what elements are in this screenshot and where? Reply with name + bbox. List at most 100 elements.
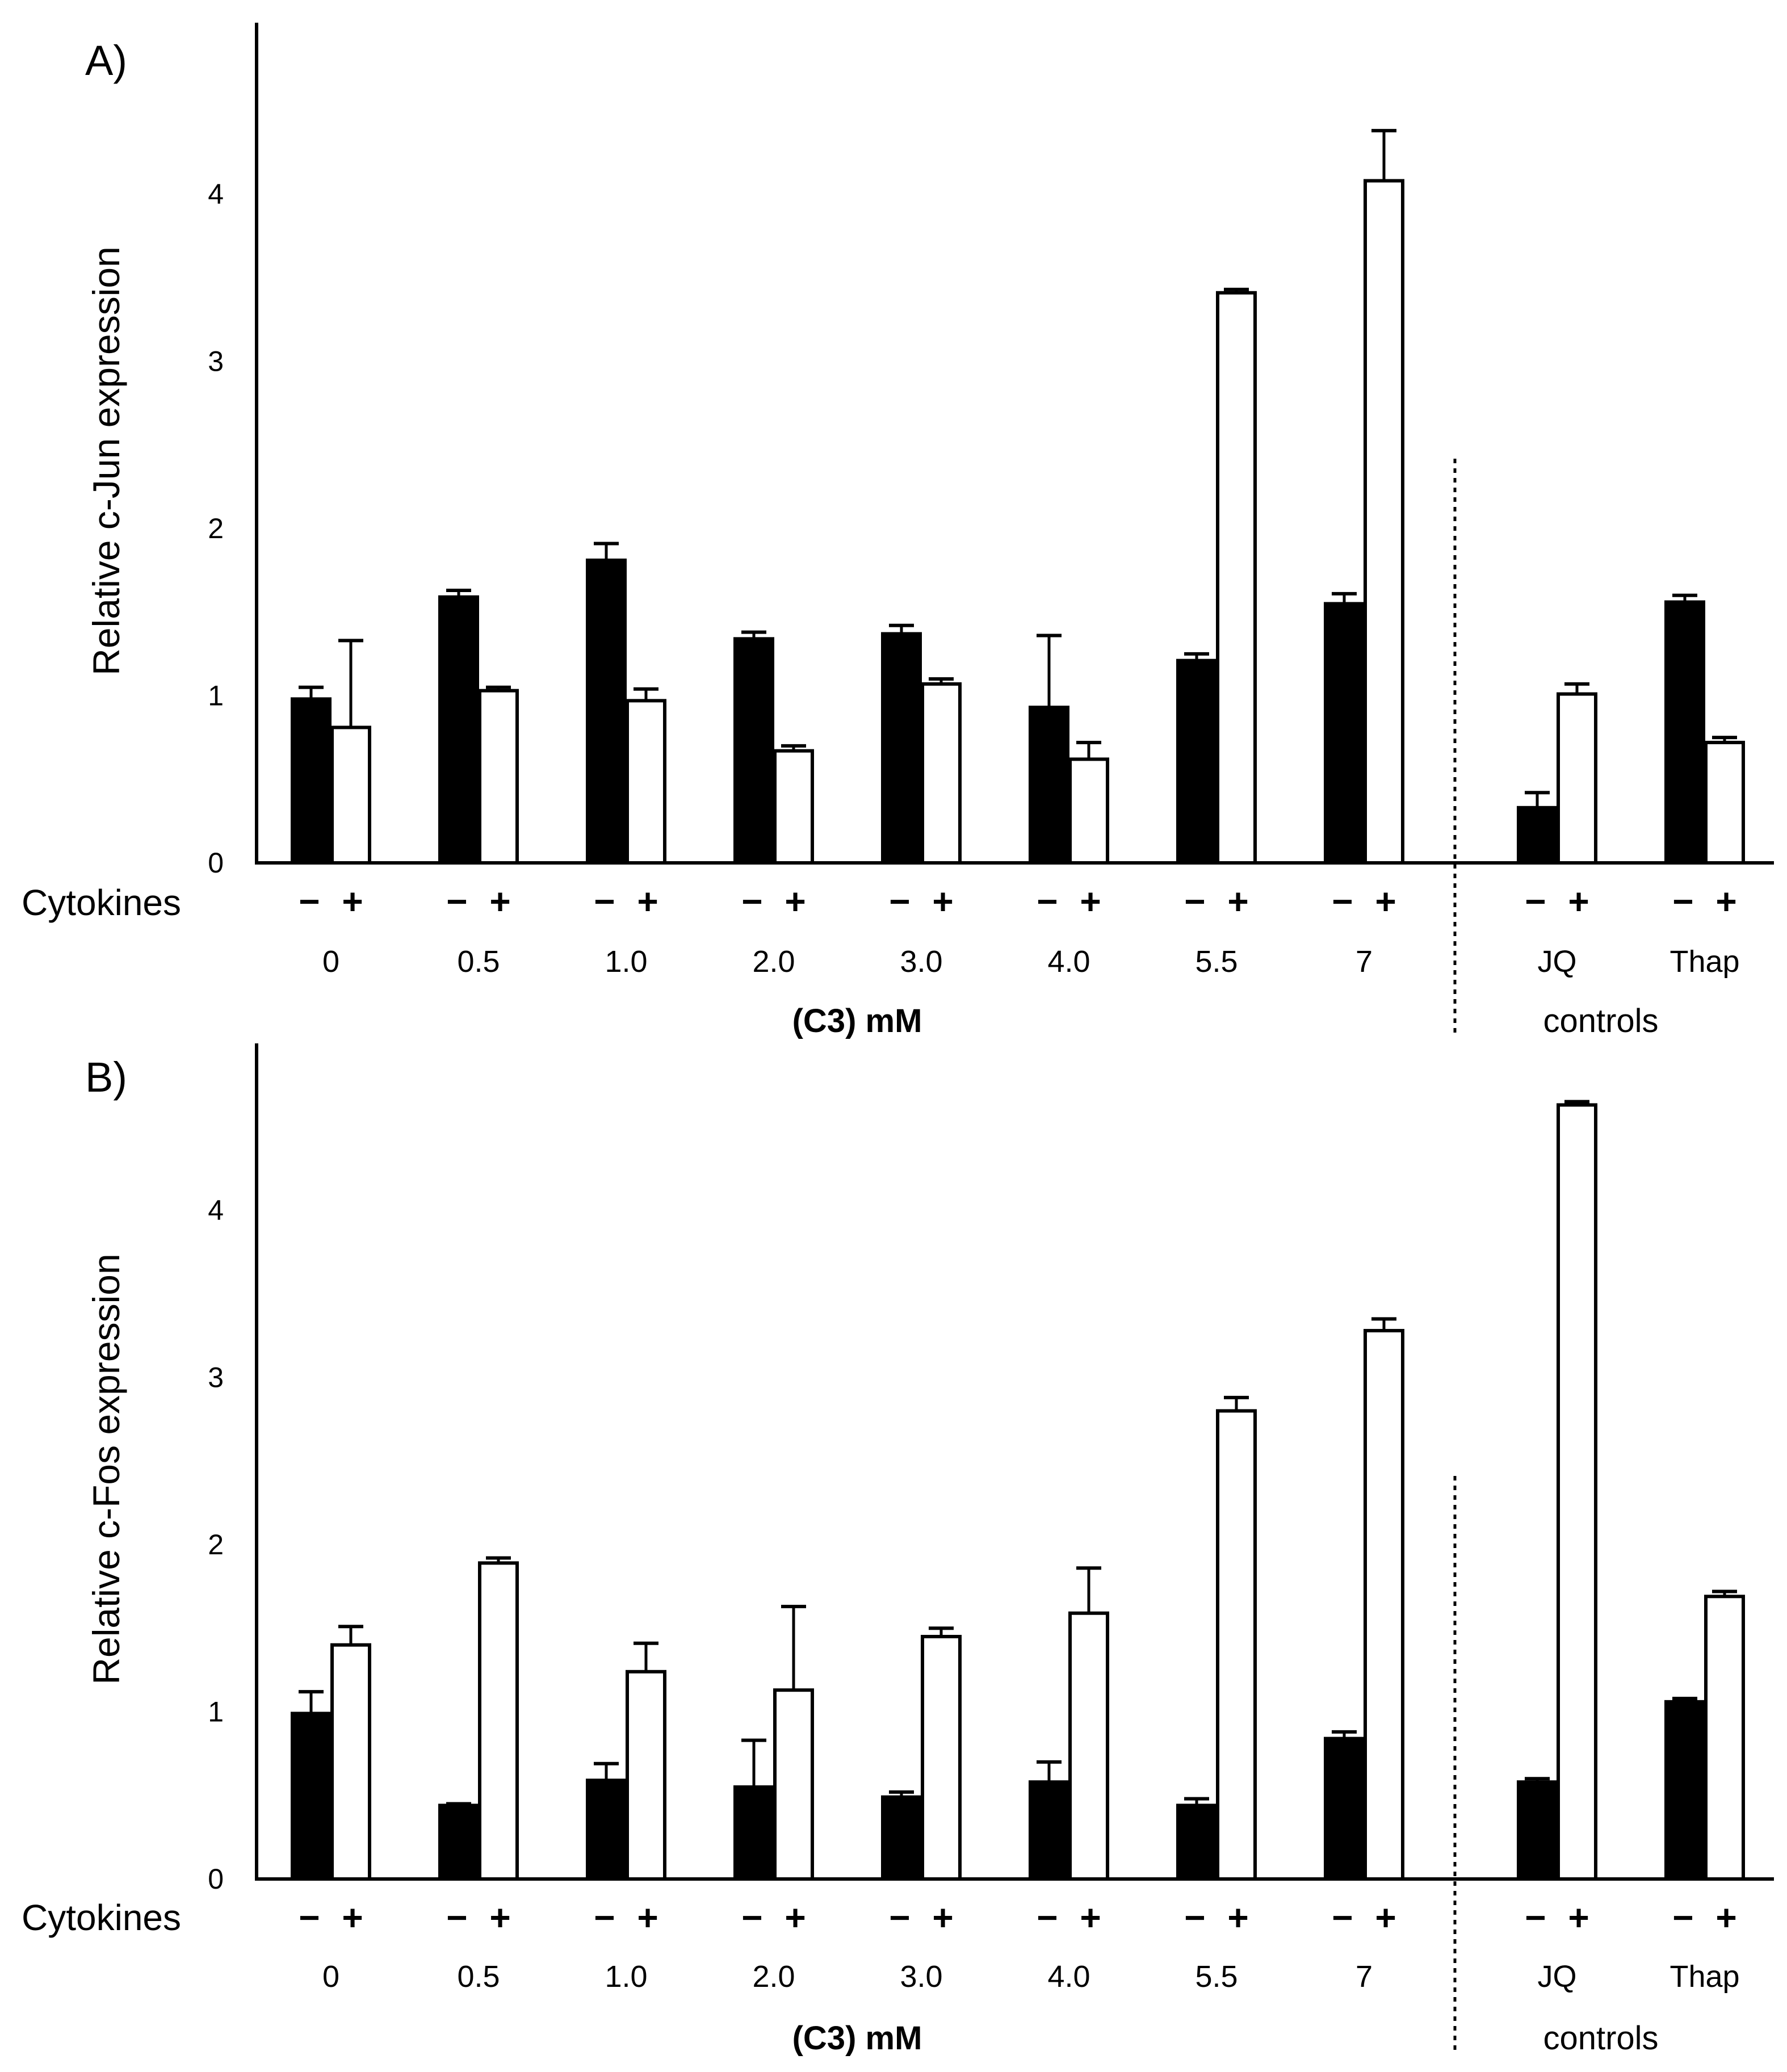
bar-minus-cytokines xyxy=(1324,602,1365,865)
bar-minus-cytokines xyxy=(1029,1780,1069,1881)
bar-group-Thap: − + Thap xyxy=(1664,1589,1745,1994)
bar-group-0.5: − +0.5 xyxy=(438,1556,519,1994)
bar-minus-cytokines xyxy=(1664,1700,1705,1881)
y-tick-label: 1 xyxy=(208,680,224,712)
category-label: 0 xyxy=(322,1960,339,1994)
category-label: 5.5 xyxy=(1195,1960,1238,1994)
cytokine-plus-label: + xyxy=(785,1897,806,1938)
cytokine-minus-label: − xyxy=(1184,881,1205,922)
bar-plus-cytokines xyxy=(1216,1409,1257,1881)
y-tick-label: 0 xyxy=(208,1863,224,1895)
cytokine-plus-label: + xyxy=(932,1897,953,1938)
y-tick-label: 4 xyxy=(208,1194,224,1226)
category-label: 4.0 xyxy=(1047,1960,1090,1994)
bar-plus-cytokines xyxy=(773,749,814,865)
bar-plus-cytokines xyxy=(330,1643,371,1881)
category-label: 0.5 xyxy=(457,1960,500,1994)
category-label: JQ xyxy=(1537,945,1576,979)
bar-plus-cytokines xyxy=(330,725,371,865)
cytokine-plus-label: + xyxy=(489,881,510,922)
y-tick-label: 4 xyxy=(208,178,224,210)
bar-group-JQ: − + JQ xyxy=(1517,1100,1597,1994)
y-tick-label: 2 xyxy=(208,513,224,544)
bar-group-7: − +7 xyxy=(1324,1317,1404,1994)
bar-minus-cytokines xyxy=(1324,1737,1365,1881)
cytokine-minus-label: − xyxy=(1672,881,1693,922)
category-label: JQ xyxy=(1537,1960,1576,1994)
bar-group-4.0: − +4.0 xyxy=(1029,634,1109,979)
cytokine-plus-label: + xyxy=(637,1897,658,1938)
bar-group-0.5: − +0.5 xyxy=(438,588,519,979)
bar-plus-cytokines xyxy=(1068,1611,1109,1881)
y-tick-label: 1 xyxy=(208,1696,224,1728)
category-label: 2.0 xyxy=(752,1960,795,1994)
bar-plus-cytokines xyxy=(1216,291,1257,865)
bar-plus-cytokines xyxy=(921,1634,962,1881)
bar-minus-cytokines xyxy=(438,1803,479,1881)
category-label: 2.0 xyxy=(752,945,795,979)
cytokine-plus-label: + xyxy=(932,881,953,922)
bar-minus-cytokines xyxy=(586,558,627,865)
cytokine-plus-label: + xyxy=(1375,1897,1396,1938)
bar-plus-cytokines xyxy=(1364,1329,1404,1881)
cytokine-minus-label: − xyxy=(1037,1897,1058,1938)
bar-plus-cytokines xyxy=(478,1561,519,1881)
y-tick-label: 0 xyxy=(208,847,224,879)
cytokine-minus-label: − xyxy=(889,881,910,922)
category-label: 5.5 xyxy=(1195,945,1238,979)
cytokine-plus-label: + xyxy=(637,881,658,922)
controls-group-label: controls xyxy=(1543,1003,1658,1039)
cytokine-plus-label: + xyxy=(489,1897,510,1938)
bar-plus-cytokines xyxy=(921,682,962,865)
bar-minus-cytokines xyxy=(881,1795,922,1881)
cytokine-plus-label: + xyxy=(1375,881,1396,922)
bar-group-3.0: − +3.0 xyxy=(881,623,962,979)
bar-minus-cytokines xyxy=(291,697,332,865)
category-label: 4.0 xyxy=(1047,945,1090,979)
bar-group-1.0: − +1.0 xyxy=(586,1641,666,1994)
y-tick-label: 3 xyxy=(208,1362,224,1394)
category-label: 3.0 xyxy=(900,945,942,979)
bar-group-1.0: − +1.0 xyxy=(586,542,666,979)
cytokine-minus-label: − xyxy=(741,881,762,922)
bar-plus-cytokines xyxy=(626,699,666,865)
bar-minus-cytokines xyxy=(1664,600,1705,865)
bar-group-4.0: − +4.0 xyxy=(1029,1566,1109,1994)
bar-minus-cytokines xyxy=(586,1779,627,1881)
panel-label: B) xyxy=(85,1054,127,1101)
bar-plus-cytokines xyxy=(1364,179,1404,865)
cytokine-minus-label: − xyxy=(1332,1897,1353,1938)
cytokine-plus-label: + xyxy=(342,1897,363,1938)
category-label: 7 xyxy=(1356,945,1373,979)
y-axis-label: Relative c-Jun expression xyxy=(85,246,127,676)
bar-minus-cytokines xyxy=(881,632,922,865)
cytokine-minus-label: − xyxy=(1184,1897,1205,1938)
cytokine-plus-label: + xyxy=(785,881,806,922)
bar-group-5.5: − +5.5 xyxy=(1176,1395,1257,1994)
cytokine-minus-label: − xyxy=(299,1897,320,1938)
bar-group-5.5: − +5.5 xyxy=(1176,287,1257,979)
bar-minus-cytokines xyxy=(1176,658,1217,865)
cytokine-minus-label: − xyxy=(1037,881,1058,922)
cytokine-plus-label: + xyxy=(1080,1897,1101,1938)
bar-group-3.0: − +3.0 xyxy=(881,1626,962,1994)
panel-label: A) xyxy=(85,37,127,84)
bar-plus-cytokines xyxy=(773,1688,814,1881)
bar-group-Thap: − + Thap xyxy=(1664,593,1745,979)
cytokine-minus-label: − xyxy=(594,881,615,922)
y-tick-label: 2 xyxy=(208,1529,224,1561)
cytokine-plus-label: + xyxy=(1227,881,1248,922)
category-label: Thap xyxy=(1669,1960,1739,1994)
cytokines-row-label: Cytokines xyxy=(22,882,181,923)
category-label: 0 xyxy=(322,945,339,979)
category-label: 1.0 xyxy=(605,1960,647,1994)
category-label: 1.0 xyxy=(605,945,647,979)
cytokine-minus-label: − xyxy=(446,1897,467,1938)
bar-group-0: − +0 xyxy=(291,1625,371,1994)
category-label: Thap xyxy=(1669,945,1739,979)
bar-minus-cytokines xyxy=(291,1712,332,1881)
bar-minus-cytokines xyxy=(1176,1803,1217,1881)
cytokine-minus-label: − xyxy=(1672,1897,1693,1938)
